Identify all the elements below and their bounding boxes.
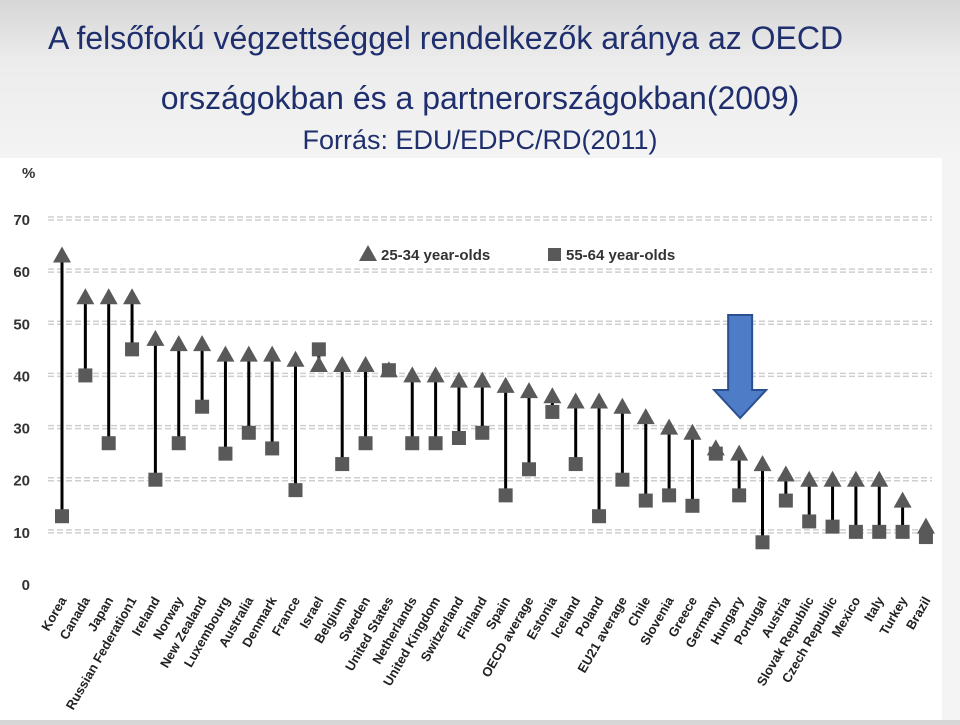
point-25-34 (520, 382, 538, 399)
point-55-64 (895, 524, 910, 539)
point-55-64 (125, 342, 140, 357)
chart-panel: % 0 10 20 30 40 50 60 70 25-34 year-olds 55-64 ye… (0, 158, 942, 720)
point-55-64 (802, 514, 817, 529)
point-25-34 (309, 356, 328, 372)
point-55-64 (872, 524, 887, 539)
highlight-arrow (711, 314, 769, 420)
point-55-64 (825, 519, 840, 534)
point-25-34 (916, 517, 935, 534)
point-55-64 (848, 524, 863, 539)
point-55-64 (148, 472, 163, 487)
slide-title: A felsőfokú végzettséggel rendelkezők ar… (0, 0, 960, 160)
point-25-34 (426, 366, 445, 383)
point-55-64 (498, 488, 513, 503)
point-25-34 (356, 356, 375, 372)
point-55-64 (405, 436, 420, 451)
point-25-34 (753, 455, 772, 472)
point-55-64 (311, 342, 326, 357)
point-25-34 (543, 387, 562, 404)
point-25-34 (99, 288, 118, 305)
point-55-64 (778, 493, 793, 508)
point-25-34 (730, 444, 749, 461)
point-25-34 (496, 376, 515, 393)
point-25-34 (169, 335, 188, 352)
point-25-34 (403, 366, 422, 383)
y-axis-unit-label: % (22, 165, 35, 182)
slide-edge (942, 158, 960, 720)
point-25-34 (776, 465, 795, 482)
point-55-64 (638, 493, 653, 508)
point-25-34 (263, 345, 282, 362)
y-tick-label: 70 (13, 212, 30, 229)
legend-triangle-marker (359, 245, 377, 261)
point-55-64 (755, 535, 770, 550)
point-25-34 (239, 345, 258, 362)
point-25-34 (683, 423, 702, 440)
point-55-64 (265, 441, 280, 456)
point-55-64 (288, 483, 303, 498)
point-25-34 (590, 392, 609, 409)
point-25-34 (76, 288, 95, 305)
point-25-34 (823, 470, 842, 487)
point-55-64 (451, 431, 466, 445)
point-25-34 (660, 418, 679, 435)
point-55-64 (662, 488, 677, 503)
point-25-34 (53, 246, 71, 263)
point-55-64 (195, 399, 210, 414)
point-55-64 (78, 368, 93, 383)
point-25-34 (473, 371, 492, 388)
x-category-label: Brazil (903, 594, 934, 632)
point-25-34 (193, 335, 212, 352)
point-55-64 (171, 436, 186, 451)
tertiary-attainment-chart: % 0 10 20 30 40 50 60 70 25-34 year-olds 55-64 ye… (13, 165, 935, 712)
y-tick-label: 40 (13, 368, 30, 385)
point-25-34 (636, 408, 655, 425)
point-55-64 (685, 498, 700, 513)
point-55-64 (615, 472, 630, 487)
point-55-64 (592, 509, 607, 524)
point-25-34 (870, 470, 889, 487)
point-55-64 (475, 425, 490, 440)
title-line-1: A felsőfokú végzettséggel rendelkezők ar… (48, 20, 844, 56)
point-25-34 (613, 397, 632, 414)
point-25-34 (893, 491, 912, 508)
point-55-64 (55, 509, 69, 524)
point-55-64 (335, 457, 350, 472)
y-tick-label: 0 (22, 577, 30, 594)
point-55-64 (522, 462, 536, 477)
point-25-34 (800, 470, 819, 487)
y-tick-label: 30 (13, 421, 30, 438)
legend-label-25-34: 25-34 year-olds (381, 247, 490, 264)
legend-label-55-64: 55-64 year-olds (566, 247, 675, 264)
y-tick-label: 20 (13, 473, 30, 490)
source-line: Forrás: EDU/EDPC/RD(2011) (302, 125, 658, 155)
point-55-64 (545, 404, 560, 419)
point-25-34 (379, 361, 398, 378)
point-55-64 (732, 488, 747, 503)
point-25-34 (216, 345, 235, 362)
point-55-64 (218, 446, 233, 461)
title-line-2: országokban és a partnerországokban(2009… (160, 80, 800, 116)
point-25-34 (333, 356, 352, 372)
point-25-34 (706, 439, 725, 456)
point-25-34 (286, 350, 305, 367)
point-55-64 (568, 457, 583, 472)
y-tick-label: 50 (13, 316, 30, 333)
y-tick-label: 10 (13, 525, 30, 542)
point-55-64 (358, 436, 373, 451)
point-25-34 (123, 288, 142, 305)
legend-square-marker (548, 248, 561, 261)
point-25-34 (566, 392, 585, 409)
point-55-64 (241, 425, 256, 440)
point-25-34 (449, 371, 468, 388)
point-25-34 (146, 329, 165, 346)
point-55-64 (101, 436, 116, 451)
y-tick-label: 60 (13, 264, 30, 281)
point-25-34 (846, 470, 865, 487)
point-55-64 (428, 436, 443, 451)
